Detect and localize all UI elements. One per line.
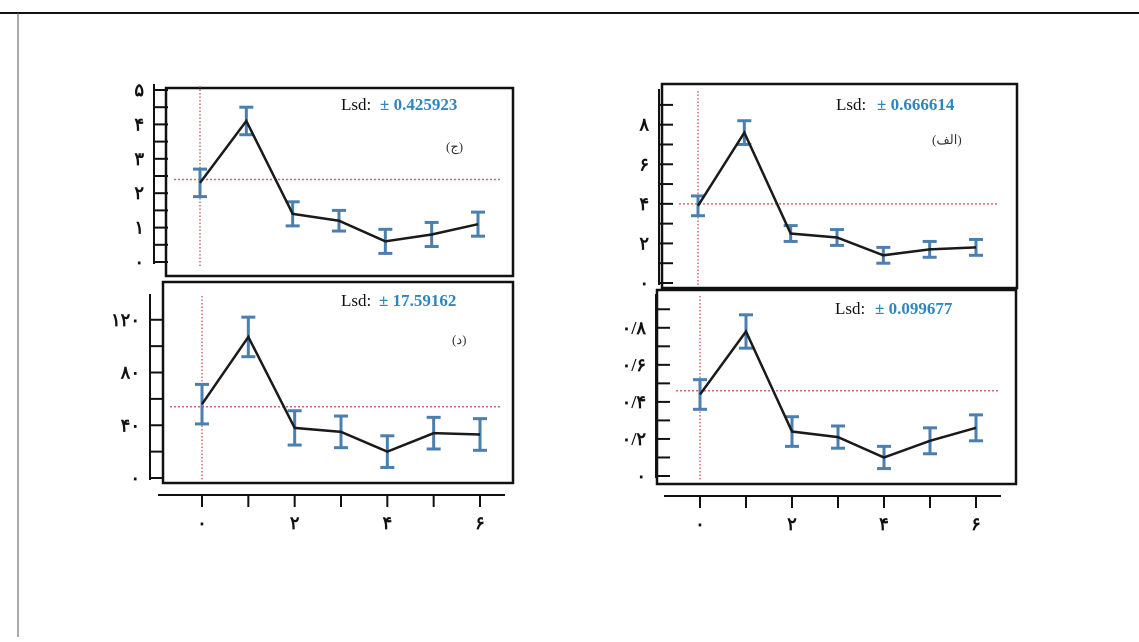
panel-label: (ج) xyxy=(446,139,463,155)
y-tick-label: ۱۲۰ xyxy=(111,310,140,330)
chart-panel-alef: Lsd: ± 0.666614 (الف) ۰ ۲ ۴ ۶ ۸ xyxy=(638,82,1019,293)
y-tick-label: ۸۰ xyxy=(120,363,140,383)
y-tick-label: ۶ xyxy=(639,154,649,174)
lsd-value: ± 0.666614 xyxy=(877,95,955,114)
y-tick-label: ۰ xyxy=(130,468,140,488)
y-tick-label: ۸ xyxy=(638,115,649,135)
panel-label: (د) xyxy=(452,332,466,347)
series-line xyxy=(198,118,479,243)
x-tick-label: ۲ xyxy=(290,513,300,533)
lsd-label: Lsd: xyxy=(341,95,371,114)
y-tick-label: ۲ xyxy=(639,233,649,253)
x-tick-label: ۲ xyxy=(787,514,797,534)
lsd-value: ± 0.425923 xyxy=(380,95,457,114)
y-tick-label: ۰/۲ xyxy=(622,429,647,449)
lsd-value: ± 17.59162 xyxy=(379,291,456,310)
x-tick-label: ۴ xyxy=(382,513,392,533)
lsd-label: Lsd: xyxy=(341,291,371,310)
chart-panel-jim: Lsd: ± 0.425923 (ج) ۰ ۱ ۲ ۳ ۴ ۵ xyxy=(134,80,515,278)
lsd-value: ± 0.099677 xyxy=(875,299,953,318)
y-tick-label: ۴ xyxy=(134,114,144,134)
y-tick-label: ۳ xyxy=(134,149,144,169)
y-tick-label: ۰/۴ xyxy=(622,392,646,412)
y-tick-label: ۴۰ xyxy=(121,415,140,435)
plot-frame xyxy=(164,86,515,278)
lsd-label: Lsd: xyxy=(836,95,866,114)
y-tick-label: ۵ xyxy=(134,80,144,100)
lsd-label: Lsd: xyxy=(835,299,865,318)
chart-panel-dal: Lsd: ± 17.59162 (د) ۰ ۴۰ ۸۰ ۱۲۰ ۰ ۲ ۴ ۶ xyxy=(111,280,515,533)
x-tick-label: ۰ xyxy=(197,513,207,533)
y-tick-label: ۲ xyxy=(134,183,144,203)
plot-frame xyxy=(660,82,1019,290)
x-tick-label: ۰ xyxy=(695,514,705,534)
y-tick-label: ۴ xyxy=(639,194,649,214)
y-tick-label: ۰ xyxy=(134,252,144,272)
y-tick-label: ۰ xyxy=(639,273,649,293)
series-line xyxy=(200,334,481,453)
y-tick-label: ۰/۸ xyxy=(622,318,647,338)
x-tick-label: ۶ xyxy=(475,513,485,533)
plot-frame xyxy=(161,280,515,485)
series-line xyxy=(698,329,977,459)
x-tick-label: ۶ xyxy=(971,514,981,534)
chart-panel-b: Lsd: ± 0.099677 ۰ ۰/۲ ۰/۴ ۰/۶ ۰/۸ ۰ ۲ ۴ ۶ xyxy=(622,288,1018,534)
y-tick-label: ۱ xyxy=(134,218,144,238)
y-tick-label: ۰ xyxy=(636,466,646,486)
y-tick-label: ۰/۶ xyxy=(622,355,646,375)
plot-frame xyxy=(655,288,1018,486)
panel-label: (الف) xyxy=(932,132,962,147)
x-tick-label: ۴ xyxy=(879,514,889,534)
series-line xyxy=(696,129,977,257)
